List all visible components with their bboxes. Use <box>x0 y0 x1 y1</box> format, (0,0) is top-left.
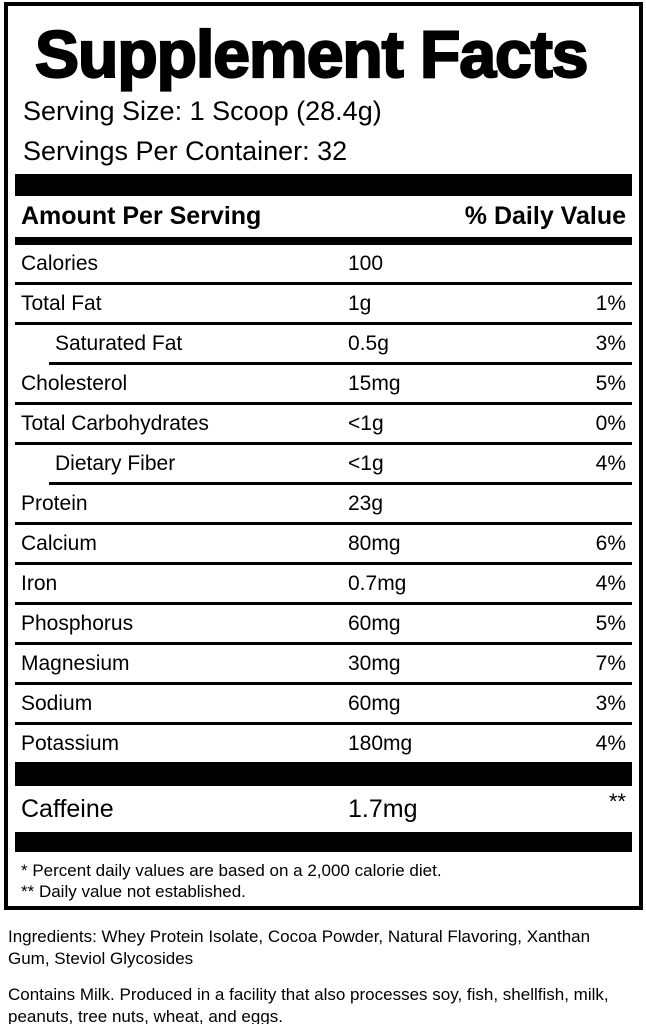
row-name: Phosphorus <box>21 611 134 635</box>
footnote-not-established: ** Daily value not established. <box>21 882 246 902</box>
row-name: Protein <box>21 491 88 515</box>
caffeine-row: Caffeine 1.7mg ** <box>15 786 632 832</box>
table-row: Iron 0.7mg 4% <box>15 565 632 602</box>
row-daily-value: 1% <box>595 291 626 315</box>
row-amount: 180mg <box>348 731 413 755</box>
table-row: Calories 100 <box>15 245 632 282</box>
row-name: Iron <box>21 571 58 595</box>
table-header-row: Amount Per Serving % Daily Value <box>15 196 632 237</box>
row-divider <box>15 442 632 446</box>
row-amount: 30mg <box>348 651 401 675</box>
row-amount: 1g <box>348 291 372 315</box>
row-name: Total Carbohydrates <box>21 411 209 435</box>
header-underline-bar <box>15 237 632 246</box>
row-daily-value: 6% <box>595 531 626 555</box>
row-divider <box>15 602 632 606</box>
row-daily-value: 4% <box>595 571 626 595</box>
table-row: Phosphorus 60mg 5% <box>15 605 632 642</box>
row-divider <box>15 682 632 686</box>
allergen-text: Contains Milk. Produced in a facility th… <box>8 985 609 1024</box>
row-daily-value: 3% <box>595 691 626 715</box>
row-daily-value: 5% <box>595 611 626 635</box>
row-name: Total Fat <box>21 291 102 315</box>
table-row: Magnesium 30mg 7% <box>15 645 632 682</box>
table-row: Protein 23g <box>15 485 632 522</box>
row-divider <box>15 522 632 526</box>
row-amount: 1.7mg <box>348 794 418 823</box>
row-divider <box>15 562 632 566</box>
footnotes: * Percent daily values are based on a 2,… <box>15 852 632 904</box>
row-divider <box>15 322 632 326</box>
table-row: Saturated Fat 0.5g 3% <box>15 325 632 362</box>
table-row: Sodium 60mg 3% <box>15 685 632 722</box>
row-name: Dietary Fiber <box>55 451 176 475</box>
row-name: Potassium <box>21 731 120 755</box>
table-row: Potassium 180mg 4% <box>15 725 632 762</box>
row-amount: <1g <box>348 451 384 475</box>
table-row: Cholesterol 15mg 5% <box>15 365 632 402</box>
row-name: Cholesterol <box>21 371 128 395</box>
row-name: Calories <box>21 251 99 275</box>
row-amount: 60mg <box>348 611 401 635</box>
ingredients-text: Ingredients: Whey Protein Isolate, Cocoa… <box>8 927 591 969</box>
separator-bar-bottom <box>15 832 632 853</box>
row-name: Calcium <box>21 531 97 555</box>
row-amount: 0.5g <box>348 331 389 355</box>
row-amount: 60mg <box>348 691 401 715</box>
table-row: Total Fat 1g 1% <box>15 285 632 322</box>
row-daily-value: 4% <box>595 731 626 755</box>
footnote-daily-values: * Percent daily values are based on a 2,… <box>21 861 442 881</box>
supplement-facts-panel: Supplement Facts Serving Size: 1 Scoop (… <box>4 2 643 911</box>
row-name: Magnesium <box>21 651 130 675</box>
table-row: Total Carbohydrates <1g 0% <box>15 405 632 442</box>
row-daily-value: 4% <box>595 451 626 475</box>
row-name: Saturated Fat <box>55 331 183 355</box>
panel-title: Supplement Facts <box>34 17 590 91</box>
row-daily-value: 0% <box>595 411 626 435</box>
row-amount: 0.7mg <box>348 571 407 595</box>
separator-bar-mid <box>15 762 632 787</box>
row-amount: 15mg <box>348 371 401 395</box>
row-daily-value: 3% <box>595 331 626 355</box>
row-amount: 80mg <box>348 531 401 555</box>
row-divider <box>15 722 632 726</box>
row-amount: <1g <box>348 411 384 435</box>
row-divider <box>15 402 632 406</box>
row-divider <box>15 642 632 646</box>
table-row: Calcium 80mg 6% <box>15 525 632 562</box>
servings-per-container: Servings Per Container: 32 <box>23 136 348 167</box>
amount-per-serving-header: Amount Per Serving <box>21 202 262 231</box>
row-daily-value: 7% <box>595 651 626 675</box>
row-daily-value: 5% <box>595 371 626 395</box>
row-divider <box>49 362 632 366</box>
row-name: Sodium <box>21 691 93 715</box>
row-daily-value: ** <box>608 789 626 815</box>
serving-size: Serving Size: 1 Scoop (28.4g) <box>23 96 382 127</box>
daily-value-header: % Daily Value <box>464 202 626 231</box>
row-amount: 23g <box>348 491 384 515</box>
table-row: Dietary Fiber <1g 4% <box>15 445 632 482</box>
row-divider <box>49 482 632 486</box>
separator-bar-top <box>15 174 632 197</box>
row-amount: 100 <box>348 251 384 275</box>
row-name: Caffeine <box>21 794 114 823</box>
row-divider <box>15 282 632 286</box>
